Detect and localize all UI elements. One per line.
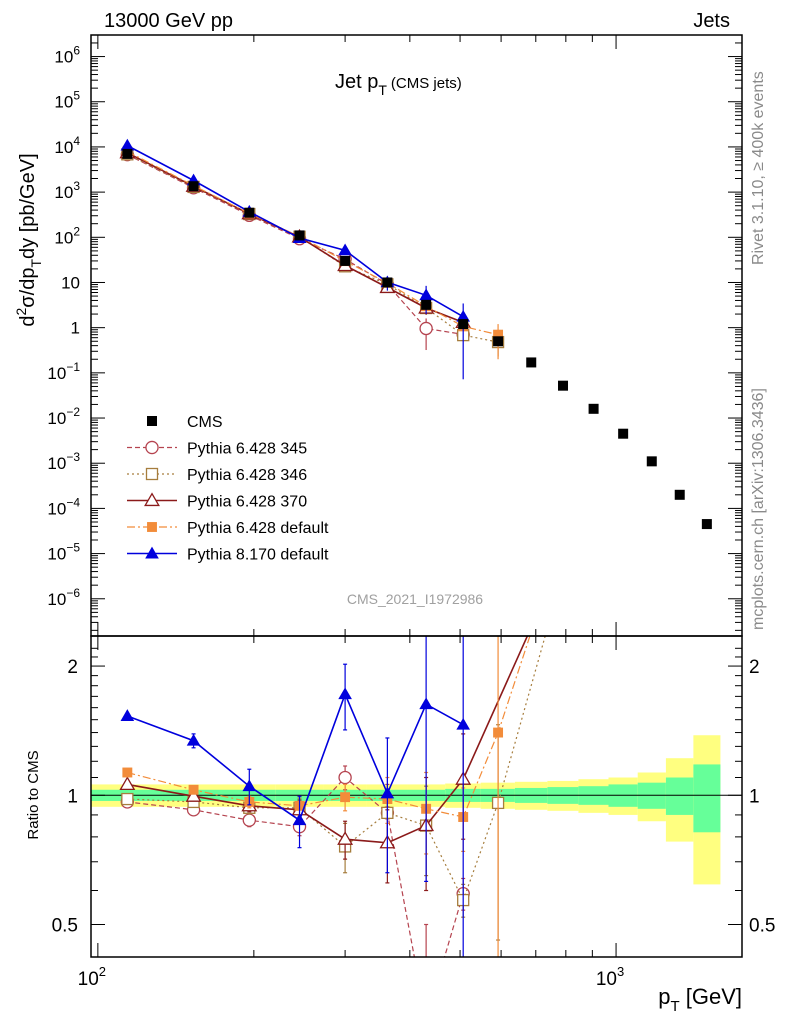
data-point: [419, 288, 433, 301]
ratio-point: [493, 727, 504, 738]
ratio-point: [242, 779, 257, 792]
ratio-point: [419, 697, 433, 710]
cms-data-point: [188, 181, 199, 192]
header-left: 13000 GeV pp: [104, 10, 233, 32]
y-tick-label: 105: [54, 89, 80, 112]
data-point: [419, 321, 433, 336]
y-tick-label: 102: [54, 224, 80, 247]
y-tick-label: 10−5: [47, 541, 80, 564]
y-tick-label: 10−6: [47, 586, 80, 609]
chart-title: Jet pT (CMS jets): [335, 71, 462, 98]
y-tick-label: 10−1: [47, 360, 80, 383]
legend-marker: [144, 492, 160, 507]
legend-label: Pythia 6.428 default: [187, 520, 329, 537]
cms-data-point: [618, 428, 629, 439]
series-line-ratio: [127, 692, 464, 822]
ratio-point: [292, 813, 307, 826]
analysis-watermark: CMS_2021_I1972986: [347, 591, 483, 607]
legend-marker: [145, 467, 159, 481]
ratio-frame: [90, 635, 743, 958]
ratio-point: [188, 784, 199, 795]
data-point: [120, 138, 135, 151]
y-tick-label: 10−2: [47, 405, 80, 428]
cms-data-point: [558, 380, 569, 391]
legend-label: Pythia 8.170 default: [187, 547, 329, 564]
series-line-main: [127, 150, 499, 336]
ratio-y-label: Ratio to CMS: [25, 750, 42, 839]
ratio-y-tick-label-right: 2: [749, 657, 760, 678]
cms-data-point: [340, 255, 351, 266]
cms-data-point: [588, 403, 599, 414]
series-line-ratio: [127, 636, 546, 902]
series-line-main: [126, 144, 464, 318]
y-tick-label: 103: [54, 179, 80, 202]
legend-marker: [145, 546, 159, 559]
ratio-point: [186, 733, 201, 746]
ratio-point: [185, 788, 202, 802]
x-axis-label: pT [GeV]: [658, 984, 742, 1015]
ratio-point: [340, 792, 351, 803]
ratio-point: [456, 717, 471, 730]
cms-data-point: [526, 357, 537, 368]
series-line-ratio: [127, 776, 464, 957]
band-green: [693, 764, 721, 833]
ratio-point: [242, 813, 257, 827]
ratio-y-tick-label: 1: [67, 786, 78, 807]
rivet-label: Rivet 3.1.10, ≥ 400k events: [750, 71, 767, 265]
legend-label: Pythia 6.428 346: [187, 467, 307, 484]
ratio-point: [121, 792, 134, 806]
ratio-point: [338, 687, 352, 700]
ratio-y-tick-label: 2: [67, 657, 78, 678]
ratio-y-tick-label-right: 0.5: [749, 915, 775, 936]
cms-data-point: [382, 277, 393, 288]
legend-marker: [147, 522, 157, 532]
legend-label: Pythia 6.428 370: [187, 494, 307, 511]
main-y-label: d2σ/dpTdy [pb/GeV]: [13, 153, 44, 326]
y-tick-label: 10−3: [47, 450, 80, 473]
y-tick-label: 106: [54, 44, 80, 67]
cms-data-point: [458, 319, 469, 330]
cms-data-point: [701, 519, 712, 530]
cms-data-point: [674, 489, 685, 500]
ratio-y-tick-label-right: 1: [749, 786, 760, 807]
y-tick-label: 10−4: [47, 495, 80, 518]
data-point: [338, 243, 352, 256]
y-tick-label: 104: [54, 134, 80, 157]
x-tick-label: 103: [596, 964, 624, 990]
ratio-point: [380, 786, 395, 799]
cms-data-point: [294, 230, 305, 241]
ratio-point: [337, 831, 354, 845]
cms-data-point: [421, 299, 432, 310]
ratio-point: [122, 767, 133, 778]
cms-data-point: [122, 148, 133, 159]
series-line-ratio: [127, 636, 531, 818]
y-tick-label: 10: [61, 273, 80, 292]
legend-label: CMS: [187, 414, 223, 431]
cms-data-point: [244, 207, 255, 218]
series-line-main: [127, 154, 464, 335]
ratio-point: [338, 770, 352, 785]
cms-data-point: [493, 336, 504, 347]
ratio-point: [119, 776, 136, 791]
legend-marker: [147, 416, 157, 426]
ratio-y-tick-label: 0.5: [52, 915, 78, 936]
ratio-point: [420, 1014, 432, 1024]
header-right: Jets: [693, 10, 730, 32]
legend-marker: [145, 440, 159, 455]
band-green: [665, 777, 694, 815]
data-point: [456, 309, 471, 322]
ratio-point: [120, 709, 135, 721]
data-point: [493, 329, 504, 340]
cms-data-point: [646, 456, 657, 467]
mcplots-label: mcplots.cern.ch [arXiv:1306.3436]: [750, 388, 767, 630]
x-tick-label: 102: [78, 964, 106, 990]
y-tick-label: 1: [71, 319, 80, 338]
legend-label: Pythia 6.428 345: [187, 441, 307, 458]
